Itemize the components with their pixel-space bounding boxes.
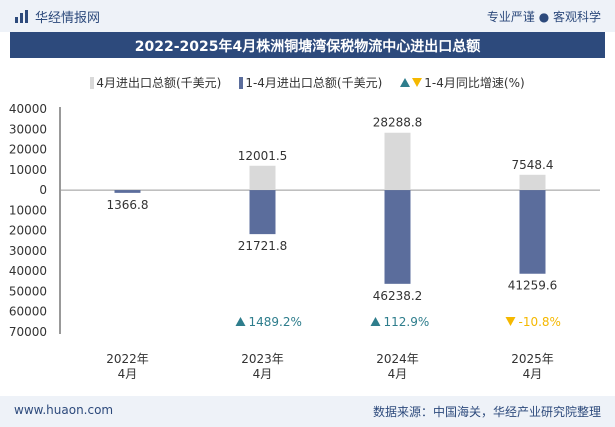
legend-swatch-monthly xyxy=(90,76,95,89)
y-tick-label: 10000 xyxy=(9,163,47,177)
y-tick-label: 40000 xyxy=(9,264,47,278)
legend-swatch-cumulative xyxy=(239,76,244,89)
footer-site: www.huaon.com xyxy=(14,403,114,417)
legend-item-growth: 1-4月同比增速(%) xyxy=(400,74,525,91)
y-tick-label: 0 xyxy=(39,183,47,197)
legend-down-triangle-icon xyxy=(412,78,423,87)
bar-monthly xyxy=(384,132,411,191)
chart-logo-icon xyxy=(14,9,29,24)
y-tick-label: 40000 xyxy=(9,102,47,116)
x-tick-label: 2023年 4月 xyxy=(241,352,284,381)
top-bar: 华经情报网 专业严谨 ● 客观科学 xyxy=(0,0,615,32)
data-label-monthly: 12001.5 xyxy=(238,149,288,163)
bar-cumulative xyxy=(384,190,411,284)
y-tick-label: 20000 xyxy=(9,143,47,157)
growth-label: 1489.2% xyxy=(249,315,302,329)
growth-up-triangle-icon xyxy=(370,317,381,326)
legend-item-cumulative: 1-4月进出口总额(千美元) xyxy=(239,74,382,91)
bar-monthly xyxy=(519,174,546,191)
legend-label-cumulative: 1-4月进出口总额(千美元) xyxy=(245,76,383,90)
growth-label: 112.9% xyxy=(384,315,430,329)
y-tick-label: 70000 xyxy=(9,325,47,339)
growth-up-triangle-icon xyxy=(235,317,246,326)
growth-label: -10.8% xyxy=(519,315,561,329)
data-label-cumulative: 21721.8 xyxy=(238,239,288,253)
title-bar: 2022-2025年4月株洲铜塘湾保税物流中心进出口总额 xyxy=(10,32,605,58)
bar-cumulative xyxy=(249,190,276,235)
slogan: 专业严谨 ● 客观科学 xyxy=(486,10,601,24)
legend: 4月进出口总额(千美元) 1-4月进出口总额(千美元) 1-4月同比增速(%) xyxy=(0,74,615,91)
brand: 华经情报网 xyxy=(14,7,100,26)
bar-cumulative xyxy=(114,190,141,193)
y-tick-label: 60000 xyxy=(9,305,47,319)
legend-up-triangle-icon xyxy=(400,78,411,87)
legend-label-monthly: 4月进出口总额(千美元) xyxy=(96,76,222,90)
growth-down-triangle-icon xyxy=(505,317,516,326)
footer-source: 数据来源：中国海关，华经产业研究院整理 xyxy=(372,405,601,419)
y-tick-label: 50000 xyxy=(9,284,47,298)
data-label-monthly: 7548.4 xyxy=(512,158,554,172)
y-tick-label: 30000 xyxy=(9,122,47,136)
legend-item-monthly: 4月进出口总额(千美元) xyxy=(90,74,221,91)
data-label-monthly: 28288.8 xyxy=(373,116,423,130)
data-label-cumulative: 46238.2 xyxy=(373,289,423,303)
brand-name: 华经情报网 xyxy=(35,11,101,26)
y-tick-label: 30000 xyxy=(9,244,47,258)
data-label-cumulative: 41259.6 xyxy=(508,279,558,293)
bar-monthly xyxy=(249,165,276,191)
legend-label-growth: 1-4月同比增速(%) xyxy=(424,76,525,90)
y-tick-label: 10000 xyxy=(9,203,47,217)
x-tick-label: 2022年 4月 xyxy=(106,352,149,381)
footer: www.huaon.com 数据来源：中国海关，华经产业研究院整理 xyxy=(0,396,615,427)
data-label-cumulative: 1366.8 xyxy=(107,198,149,212)
bar-cumulative xyxy=(519,190,546,274)
x-tick-label: 2024年 4月 xyxy=(376,352,419,381)
y-tick-label: 20000 xyxy=(9,224,47,238)
x-tick-label: 2025年 4月 xyxy=(511,352,554,381)
chart-title: 2022-2025年4月株洲铜塘湾保税物流中心进出口总额 xyxy=(134,39,481,55)
